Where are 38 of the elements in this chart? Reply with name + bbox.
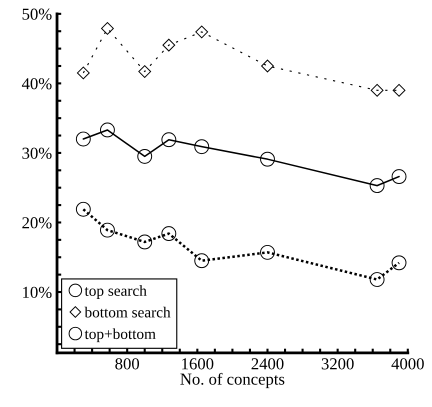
point [137, 234, 152, 250]
y-tick-label: 20% [22, 217, 52, 228]
point [100, 222, 115, 238]
point [370, 84, 384, 97]
point [76, 66, 90, 80]
y-tick-label: 30% [22, 148, 52, 159]
point [195, 26, 208, 38]
point [260, 152, 275, 167]
point [261, 60, 274, 72]
legend-label: bottom search [84, 306, 170, 318]
x-tick-label: 4000 [391, 358, 424, 370]
point [161, 132, 176, 148]
x-tick-label: 3200 [322, 358, 354, 370]
x-tick-label: 2400 [252, 358, 284, 370]
point [194, 253, 210, 268]
point [100, 122, 115, 138]
point [162, 38, 176, 52]
point [161, 226, 176, 242]
point [370, 178, 385, 194]
point [260, 244, 275, 260]
point [370, 272, 385, 287]
point [194, 139, 210, 154]
point [76, 132, 91, 146]
point [137, 148, 152, 164]
x-tick-label: 1600 [182, 358, 214, 370]
x-axis-title: No. of concepts [180, 372, 284, 388]
point [76, 202, 91, 217]
y-tick-label: 10% [23, 286, 52, 298]
legend-label: top search [84, 285, 147, 299]
y-tick-label: 50% [22, 8, 52, 20]
x-tick-label: 800 [115, 358, 140, 370]
point [101, 22, 114, 35]
point [138, 65, 152, 78]
point [392, 255, 406, 270]
point [392, 84, 406, 97]
point [392, 169, 406, 184]
y-tick-label: 40% [22, 78, 52, 90]
legend-label: top+bottom [84, 328, 156, 342]
